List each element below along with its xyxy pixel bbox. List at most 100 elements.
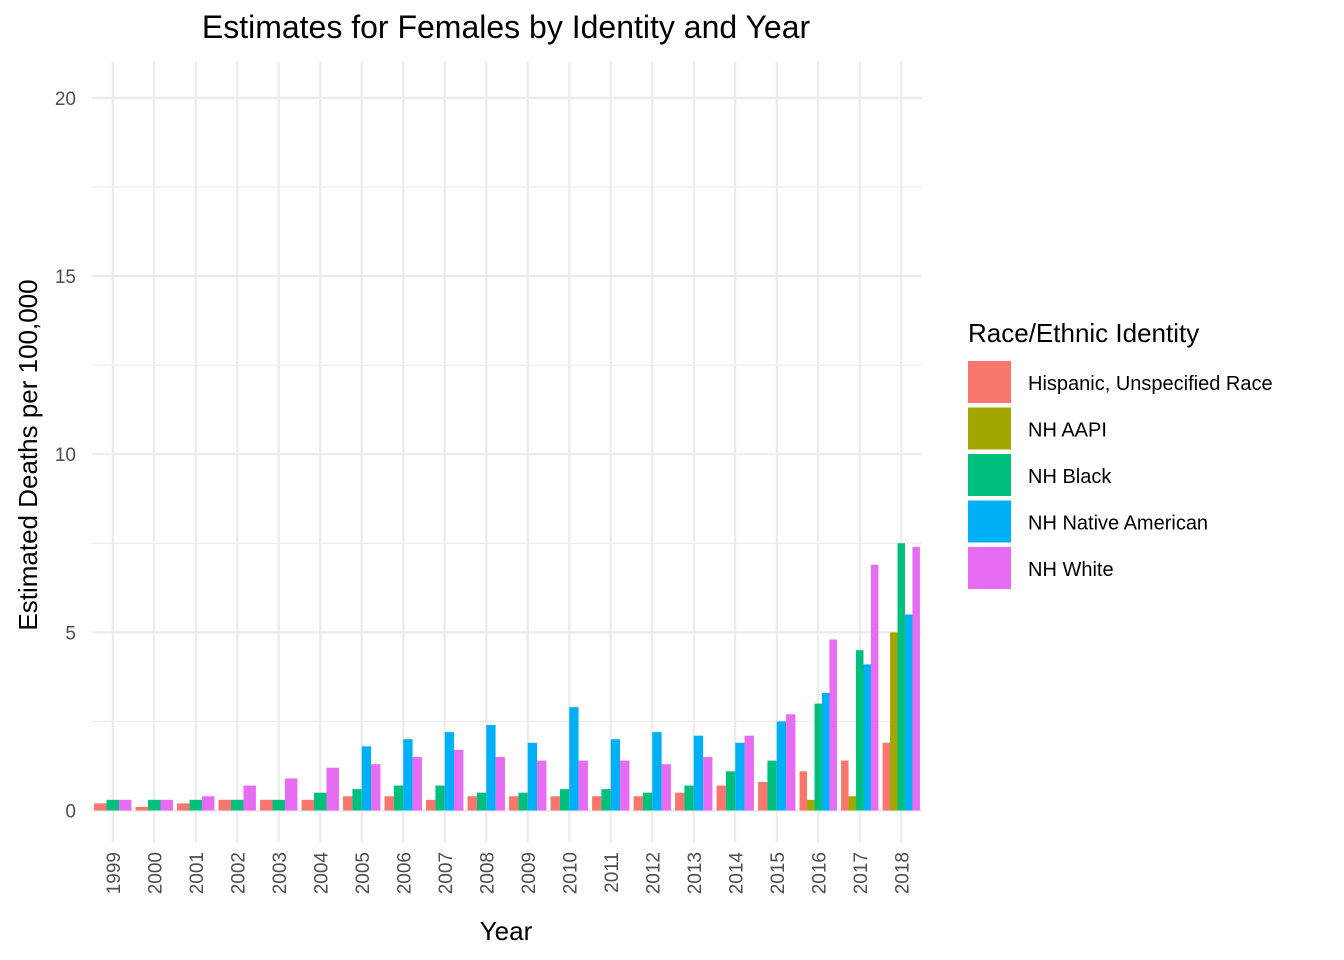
x-tick-label: 2001	[187, 852, 208, 894]
bar	[243, 785, 256, 811]
bar	[467, 796, 477, 811]
x-tick-label: 2000	[145, 852, 166, 894]
bar	[821, 692, 830, 811]
legend-swatch	[968, 547, 1011, 589]
x-tick-label: 2003	[270, 852, 291, 894]
bar	[518, 792, 528, 811]
bar	[758, 782, 768, 811]
bar	[601, 789, 611, 811]
bar	[890, 632, 898, 811]
y-tick-label: 10	[55, 445, 76, 466]
bar	[569, 707, 579, 811]
bar	[814, 703, 822, 811]
bar	[106, 799, 119, 811]
legend: Race/Ethnic Identity Hispanic, Unspecifi…	[968, 318, 1273, 589]
bar	[578, 760, 588, 811]
y-tick-label: 15	[55, 267, 76, 288]
bar	[486, 724, 496, 811]
bar	[799, 771, 808, 811]
bar	[495, 757, 505, 811]
legend-label: NH White	[1028, 559, 1114, 581]
bar	[620, 760, 630, 811]
bar	[189, 799, 202, 811]
bar	[703, 757, 713, 811]
bar	[371, 764, 381, 811]
x-tick-label: 2015	[768, 852, 789, 894]
legend-label: NH AAPI	[1028, 420, 1107, 442]
bar	[231, 799, 244, 811]
legend-swatch	[968, 500, 1011, 543]
bar	[260, 799, 273, 811]
bar	[559, 789, 570, 811]
bar	[135, 806, 149, 811]
x-tick-label: 2010	[560, 852, 581, 894]
bar	[177, 803, 190, 811]
bar	[527, 742, 538, 811]
x-tick-label: 2017	[851, 852, 872, 894]
bar	[744, 735, 754, 811]
bar	[725, 771, 736, 811]
bar	[537, 760, 547, 811]
x-tick-label: 2012	[643, 852, 664, 894]
bar	[412, 757, 422, 811]
y-axis-title: Estimated Deaths per 100,000	[13, 279, 43, 630]
bar	[435, 785, 445, 811]
bar	[94, 803, 107, 811]
x-tick-label: 2016	[809, 852, 830, 894]
bar	[841, 760, 849, 811]
x-tick-label: 2009	[519, 852, 540, 894]
x-tick-label: 2013	[685, 852, 706, 894]
bar	[509, 796, 519, 811]
bar	[426, 799, 436, 811]
bar	[393, 785, 404, 811]
x-axis-ticks: 1999 2000 2001 2002 2003 2004 2005 2006 2007 2008…	[104, 852, 914, 895]
legend-label: NH Native American	[1028, 513, 1208, 535]
bar	[314, 792, 327, 811]
bar	[870, 564, 879, 811]
x-tick-label: 2006	[394, 852, 415, 894]
grid	[92, 62, 922, 842]
bars	[94, 543, 920, 811]
bar	[856, 650, 864, 811]
x-tick-label: 2005	[353, 852, 374, 894]
bar	[776, 721, 787, 811]
x-tick-label: 2011	[602, 852, 623, 893]
bar	[403, 739, 413, 811]
bar	[716, 785, 726, 811]
legend-swatch	[968, 361, 1011, 403]
bar	[829, 639, 837, 811]
x-tick-label: 2008	[477, 852, 498, 894]
bar	[301, 799, 315, 811]
x-tick-label: 2007	[436, 852, 457, 894]
x-tick-label: 1999	[104, 852, 125, 894]
legend-label: Hispanic, Unspecified Race	[1028, 373, 1273, 395]
bar	[693, 735, 704, 811]
bar	[592, 796, 602, 811]
bar	[454, 749, 464, 811]
bar	[352, 789, 362, 811]
bar	[897, 543, 905, 811]
bar	[767, 760, 777, 811]
y-tick-label: 5	[65, 623, 76, 644]
bar	[361, 746, 372, 811]
x-tick-label: 2014	[726, 852, 747, 895]
bar	[642, 792, 653, 811]
legend-label: NH Black	[1028, 466, 1112, 488]
x-axis-title: Year	[480, 916, 533, 946]
bar	[684, 785, 694, 811]
bar	[848, 796, 857, 811]
bar	[218, 799, 232, 811]
y-axis-ticks: 0 5 10 15 20	[55, 89, 76, 823]
bar	[882, 742, 891, 811]
bar	[160, 799, 173, 811]
bar	[912, 546, 920, 811]
bar	[201, 796, 215, 811]
legend-title: Race/Ethnic Identity	[968, 318, 1199, 348]
bar	[118, 799, 132, 811]
bar	[735, 742, 745, 811]
bar	[550, 796, 560, 811]
bar	[326, 767, 339, 811]
bar	[148, 799, 161, 811]
bar	[444, 732, 455, 811]
